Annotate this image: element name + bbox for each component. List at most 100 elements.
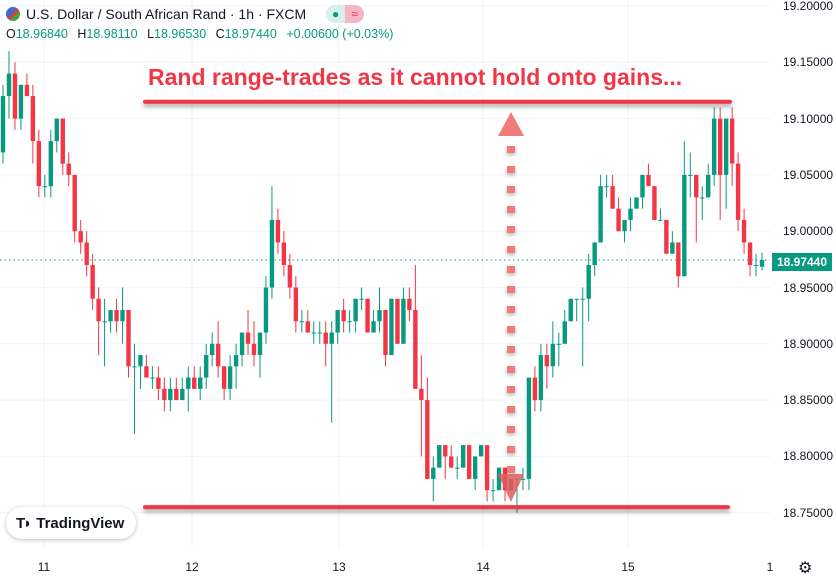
candle-body <box>209 343 215 356</box>
candle-body <box>156 377 161 389</box>
candle <box>239 332 245 367</box>
candle <box>717 107 723 220</box>
low-label: L <box>147 27 155 41</box>
candle <box>180 377 185 401</box>
candle-body <box>640 174 645 198</box>
candle-body <box>30 96 36 142</box>
candle-body <box>275 219 281 243</box>
candle-body <box>198 377 203 389</box>
change-value: +0.00600 (+0.03%) <box>286 27 394 41</box>
candle <box>24 73 30 97</box>
candle <box>144 355 149 378</box>
candle-body <box>383 310 388 356</box>
candle <box>293 276 299 333</box>
candle-body <box>90 264 95 299</box>
candle <box>0 84 6 164</box>
candle-body <box>520 478 526 480</box>
candle <box>634 197 639 209</box>
candle <box>251 321 257 367</box>
candle-body <box>317 332 322 334</box>
candle-body <box>634 197 639 209</box>
status-pill[interactable]: ● ≈ <box>326 5 365 23</box>
candle <box>353 298 358 333</box>
candle <box>688 152 693 198</box>
candle-body <box>203 355 209 378</box>
price-tick-label: 18.95000 <box>783 280 834 295</box>
candle-body <box>102 321 107 323</box>
candle <box>269 186 275 299</box>
candle <box>203 343 209 389</box>
candle-body <box>496 467 502 491</box>
price-tick-label: 19.05000 <box>783 167 834 182</box>
candle-body <box>592 242 597 265</box>
price-tick-label: 19.10000 <box>783 111 834 126</box>
candle <box>168 377 173 412</box>
symbol-header[interactable]: U.S. Dollar / South African Rand · 1h · … <box>6 5 365 23</box>
candle <box>174 377 179 401</box>
candle-body <box>682 174 687 277</box>
candle-body <box>245 332 251 344</box>
candles <box>0 51 765 513</box>
candle-body <box>192 377 197 389</box>
candle-body <box>269 219 275 288</box>
candle <box>676 242 681 288</box>
candle-body <box>371 321 376 333</box>
tradingview-logo[interactable]: T◗ TradingView <box>6 507 136 539</box>
candle <box>84 231 89 277</box>
candle <box>6 51 12 119</box>
close-label: C <box>215 27 225 41</box>
candle <box>138 355 143 389</box>
grid <box>0 0 770 548</box>
candle-body <box>287 264 293 288</box>
candle <box>126 310 131 378</box>
candle-body <box>670 242 675 254</box>
candle <box>431 456 436 502</box>
candle-body <box>54 118 59 142</box>
candle-body <box>586 264 591 299</box>
candle-body <box>389 298 394 356</box>
candle-body <box>472 456 478 479</box>
candle <box>407 287 412 322</box>
candle-body <box>150 377 155 379</box>
candle-body <box>347 321 352 323</box>
candle-body <box>60 118 65 164</box>
candle-body <box>162 388 167 401</box>
candle-body <box>568 298 573 322</box>
gear-icon[interactable]: ⚙ <box>798 560 813 577</box>
candle <box>753 253 759 277</box>
candle-body <box>395 298 400 344</box>
price-tick-label: 18.75000 <box>783 505 834 520</box>
candle <box>48 129 54 198</box>
candle <box>490 478 496 502</box>
candle <box>377 287 382 333</box>
candle <box>729 107 735 187</box>
candle <box>664 219 669 254</box>
open-value: 18.96840 <box>15 27 68 41</box>
candle <box>257 332 263 378</box>
candle-body <box>281 242 287 265</box>
candle-body <box>735 163 741 220</box>
candle <box>694 174 699 243</box>
candle-body <box>126 310 131 367</box>
price-tick-label: 18.80000 <box>783 449 834 464</box>
candle-body <box>341 310 346 322</box>
candle <box>520 467 526 491</box>
candle-body <box>694 174 699 198</box>
candle <box>311 321 316 344</box>
candle-body <box>622 219 627 232</box>
candle-body <box>484 445 490 491</box>
candle-body <box>747 242 753 265</box>
candle <box>747 242 753 277</box>
candle <box>538 343 544 412</box>
candle-body <box>460 445 466 468</box>
candle <box>592 242 597 277</box>
candle-body <box>174 388 179 401</box>
price-tick-label: 19.15000 <box>783 55 834 70</box>
candle-body <box>215 343 221 367</box>
candle-body <box>377 310 382 322</box>
candle-body <box>717 118 723 175</box>
candle-body <box>72 174 77 232</box>
candle <box>18 84 24 130</box>
